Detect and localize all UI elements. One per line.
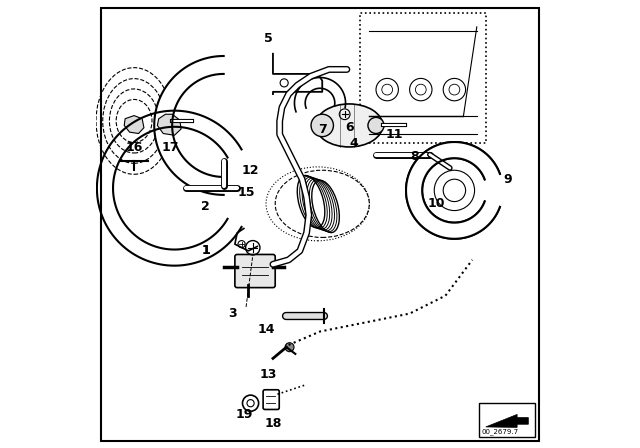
Circle shape [285,343,294,352]
Circle shape [368,117,384,134]
Bar [360,13,486,143]
FancyBboxPatch shape [263,390,279,409]
Text: 15: 15 [237,186,255,199]
FancyBboxPatch shape [235,254,275,288]
Text: 00_2679.7: 00_2679.7 [481,428,518,435]
Text: 5: 5 [264,31,273,45]
Polygon shape [155,56,224,194]
Bar [479,403,535,437]
Circle shape [311,114,333,137]
Polygon shape [406,142,499,238]
Text: 11: 11 [385,128,403,141]
Text: 16: 16 [125,141,143,155]
Text: 1: 1 [202,244,210,258]
Text: 9: 9 [504,172,513,186]
Text: 3: 3 [228,307,237,320]
Text: 2: 2 [202,199,210,213]
Polygon shape [157,114,181,135]
Text: 10: 10 [428,197,445,211]
Text: 6: 6 [345,121,353,134]
Text: 4: 4 [349,137,358,150]
Text: 12: 12 [242,164,259,177]
Text: 14: 14 [257,323,275,336]
Polygon shape [124,116,144,134]
Text: 18: 18 [264,417,282,430]
Text: 1: 1 [202,244,210,258]
Text: 13: 13 [260,367,277,381]
Text: 17: 17 [161,141,179,155]
Ellipse shape [316,104,383,147]
Polygon shape [486,414,529,427]
Text: 19: 19 [235,408,253,421]
Text: 8: 8 [410,150,419,164]
Text: 7: 7 [318,123,326,137]
